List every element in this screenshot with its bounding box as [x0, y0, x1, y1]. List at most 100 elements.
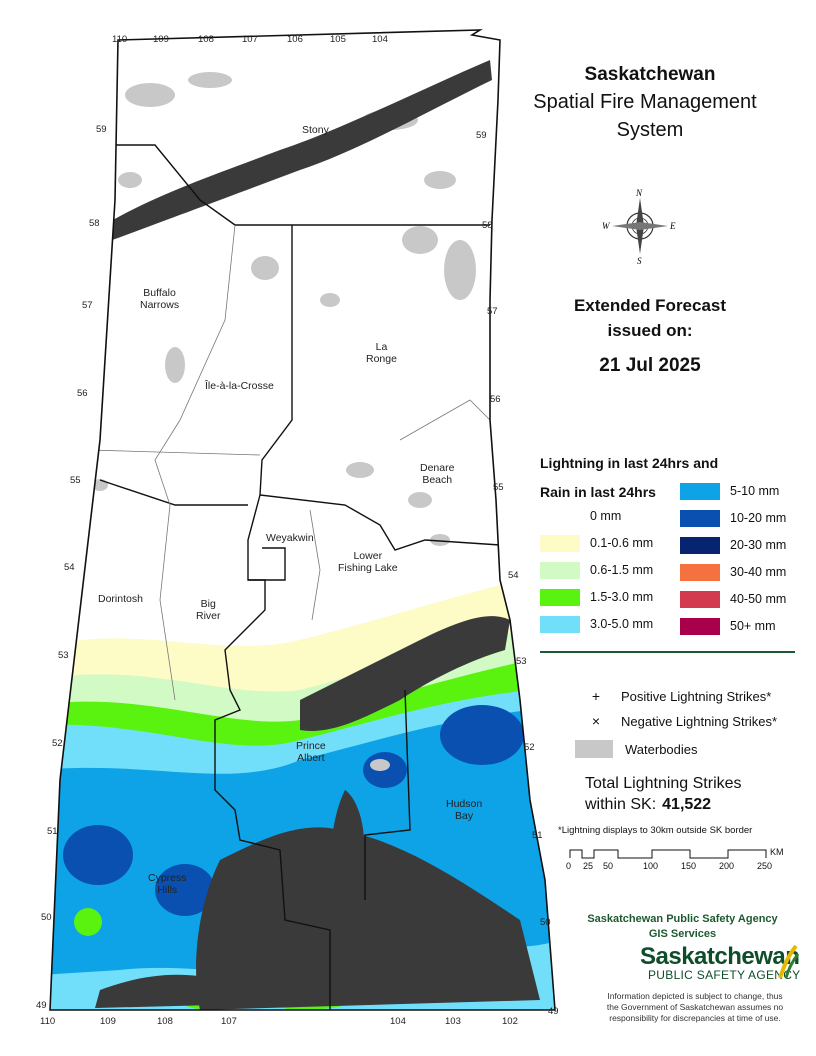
legend-label: 0 mm [590, 509, 622, 523]
legend-label: 10-20 mm [730, 511, 787, 525]
place-name: Cypress [148, 872, 187, 884]
total-strikes-label: Total Lightning Strikes [585, 775, 742, 792]
legend-label: 1.5-3.0 mm [590, 590, 654, 604]
legend-label: 0.6-1.5 mm [590, 563, 654, 577]
place-name: Île-à-la-Crosse [205, 380, 274, 392]
wheat-sheaf-icon [778, 944, 800, 979]
place-label: Buffalo Narrows [140, 287, 179, 311]
map-title-line1: Saskatchewan [584, 64, 716, 85]
total-strikes-label2: within SK: [585, 796, 657, 813]
disclaimer-line: responsibility for discrepancies at time… [609, 1013, 781, 1023]
latitude-label: 59 [96, 124, 107, 135]
longitude-label: 108 [157, 1016, 173, 1027]
latitude-label: 56 [77, 388, 88, 399]
agency-name: Saskatchewan Public Safety Agency [587, 913, 778, 925]
place-name: Stony [302, 124, 329, 136]
latitude-label: 49 [36, 1000, 47, 1011]
place-label: Denare Beach [420, 462, 454, 486]
place-name: Big [200, 598, 216, 610]
legend-rain-class: 40-50 mm [680, 589, 786, 609]
place-name-line2: Albert [297, 752, 325, 764]
total-strikes-value: 41,522 [662, 796, 712, 813]
scale-bar [569, 849, 767, 859]
rain-zone-10-20-sw [63, 825, 133, 885]
legend-swatch [540, 588, 580, 606]
latitude-label: 57 [487, 306, 498, 317]
place-name-line2: River [196, 610, 221, 622]
legend-swatch [680, 563, 720, 581]
place-name-line2: Ronge [366, 353, 397, 365]
longitude-label: 105 [330, 34, 346, 45]
scale-tick-label: 250 [757, 861, 773, 871]
compass-n: N [635, 188, 643, 198]
place-label: La Ronge [366, 341, 397, 365]
legend-swatch [680, 482, 720, 500]
rain-zone-10-20-east [440, 705, 524, 765]
province-border [49, 29, 556, 1011]
scale-tick-label: 100 [643, 861, 659, 871]
forecast-issued-label: issued on: [607, 321, 693, 340]
legend-swatch [680, 617, 720, 635]
legend-rain-class: 50+ mm [680, 616, 776, 636]
disclaimer-line: Information depicted is subject to chang… [607, 991, 783, 1001]
legend-rain-class: 20-30 mm [680, 535, 786, 555]
scale-tick-label: 50 [603, 861, 614, 871]
place-label: Prince Albert [296, 740, 326, 764]
place-label: Cypress Hills [148, 872, 187, 896]
legend-rain-class: 3.0-5.0 mm [540, 614, 653, 634]
legend-swatch [680, 509, 720, 527]
map-title-line3: System [616, 119, 684, 141]
latitude-label: 52 [52, 738, 63, 749]
latitude-label: 54 [64, 562, 75, 573]
latitude-label: 50 [540, 917, 551, 928]
place-name-line2: Bay [455, 810, 474, 822]
legend-rain-class: 30-40 mm [680, 562, 786, 582]
legend-label: 5-10 mm [730, 484, 780, 498]
legend-symbol-row: + Positive Lightning Strikes* [585, 688, 771, 704]
longitude-label: 110 [40, 1016, 56, 1027]
agency-dept: GIS Services [648, 928, 717, 940]
legend-swatch [540, 561, 580, 579]
rain-zone-1-5-w [74, 908, 102, 936]
legend-heading-2: Rain in last 24hrs [540, 484, 656, 500]
legend-symbol-row: × Negative Lightning Strikes* [585, 713, 777, 729]
longitude-label: 107 [221, 1016, 237, 1027]
place-label: Île-à-la-Crosse [205, 380, 274, 392]
place-label: Dorintosh [98, 593, 143, 605]
legend-rain-class: 10-20 mm [680, 508, 786, 528]
legend-heading-1: Lightning in last 24hrs and [540, 455, 719, 471]
latitude-label: 53 [516, 656, 527, 667]
legend-symbol-label: Negative Lightning Strikes* [621, 713, 778, 729]
legend-swatch [540, 615, 580, 633]
latitude-label: 56 [490, 394, 501, 405]
legend-label: 3.0-5.0 mm [590, 617, 654, 631]
scale-tick-label: 0 [566, 861, 572, 871]
latitude-label: 50 [41, 912, 52, 923]
negative-strike-icon: × [591, 713, 601, 729]
longitude-label: 109 [100, 1016, 116, 1027]
scale-tick-label: 25 [583, 861, 594, 871]
lightning-note: *Lightning displays to 30km outside SK b… [558, 825, 753, 836]
latitude-label: 49 [548, 1006, 559, 1017]
positive-strike-icon: + [591, 688, 601, 704]
forecast-date: 21 Jul 2025 [599, 355, 701, 376]
scale-tick-label: 150 [681, 861, 697, 871]
legend-swatch [680, 536, 720, 554]
latitude-label: 54 [508, 570, 519, 581]
legend-swatch [680, 590, 720, 608]
legend-rain-class: 0.1-0.6 mm [540, 533, 653, 553]
longitude-label: 103 [445, 1016, 461, 1027]
legend-label: 50+ mm [730, 619, 776, 633]
legend-symbol-row: Waterbodies [575, 740, 698, 758]
agency-logo-text: Saskatchewan [640, 943, 800, 970]
scale-tick-label: 200 [719, 861, 735, 871]
legend-rain-class: 5-10 mm [680, 481, 779, 501]
longitude-label: 102 [502, 1016, 518, 1027]
longitude-label: 104 [372, 34, 388, 45]
longitude-label: 106 [287, 34, 303, 45]
place-name-line2: Narrows [140, 299, 180, 311]
longitude-label: 110 [112, 34, 128, 45]
latitude-label: 52 [524, 742, 535, 753]
district-boundaries [89, 224, 491, 701]
